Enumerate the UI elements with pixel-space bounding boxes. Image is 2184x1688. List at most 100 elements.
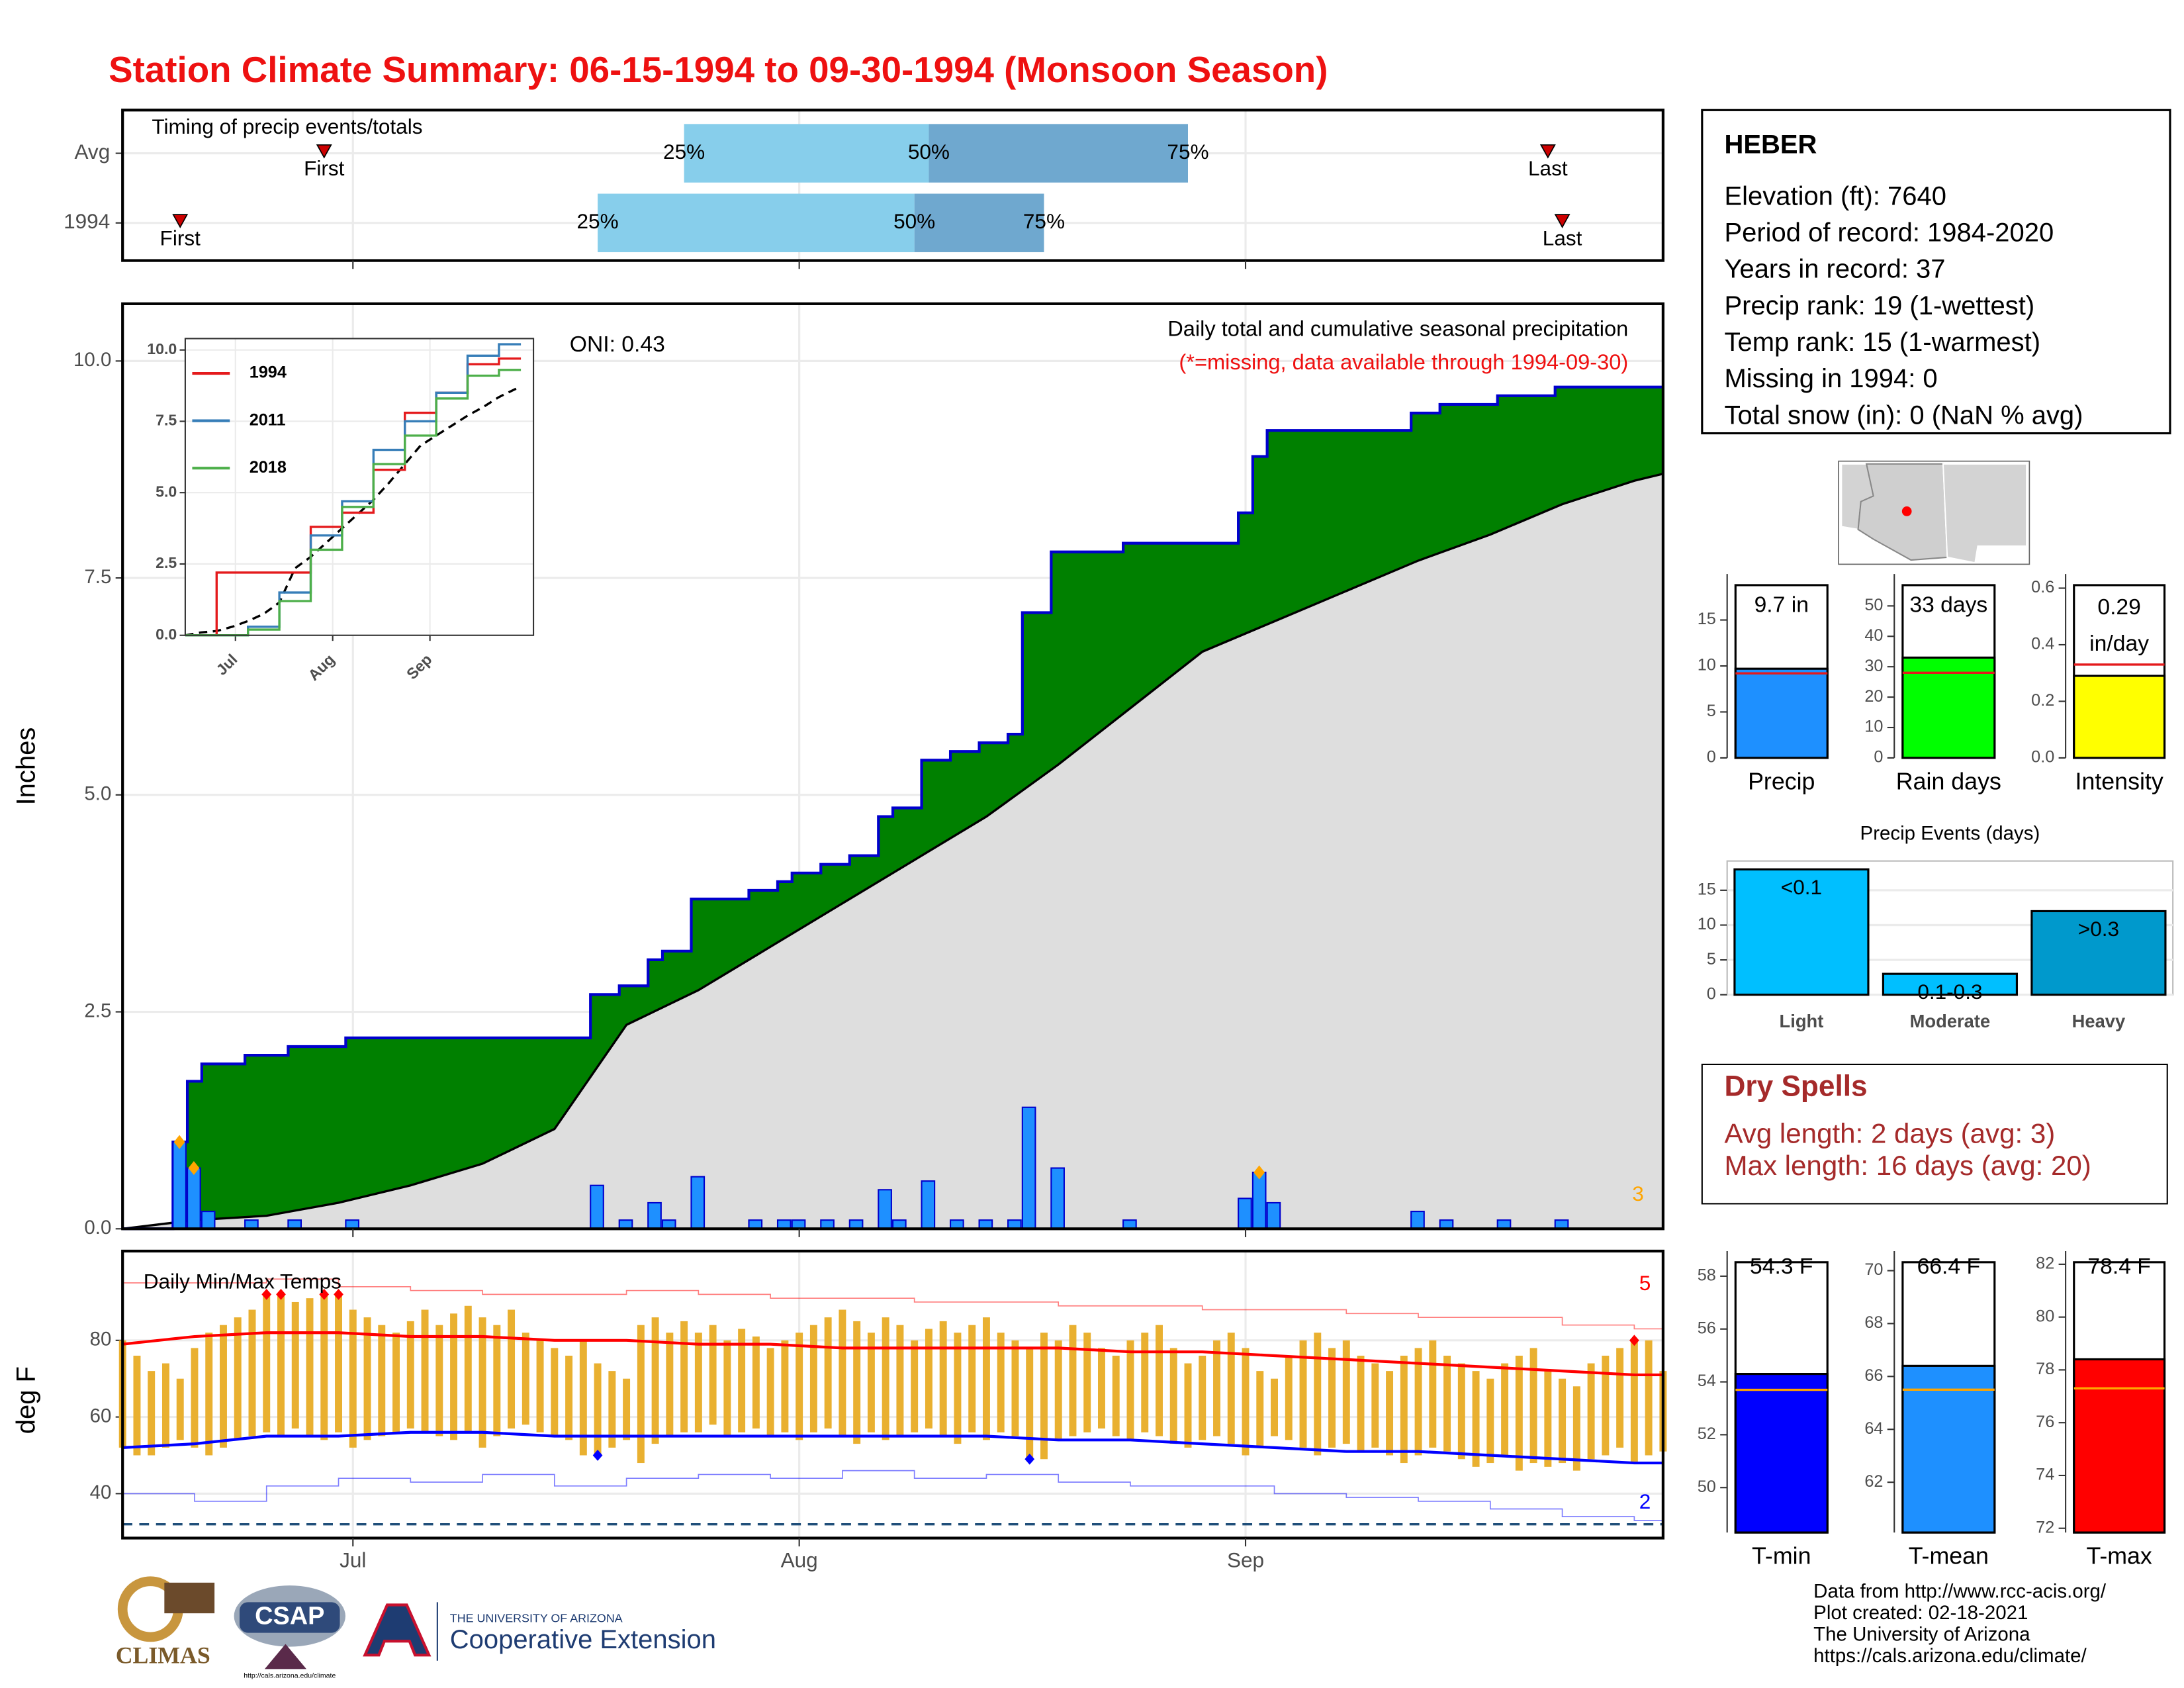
- legend-label: 2011: [250, 410, 286, 429]
- credits: Data from http://www.rcc-acis.org/Plot c…: [1813, 1580, 2107, 1667]
- y-tick-label: 54: [1698, 1372, 1716, 1390]
- record-low-count: 2: [1639, 1489, 1651, 1513]
- category-label: T-mean: [1909, 1542, 1989, 1569]
- bar-label: <0.1: [1781, 875, 1822, 899]
- quartile-bar: [929, 124, 1189, 183]
- quartile-label: 25%: [577, 209, 619, 233]
- category-label: T-min: [1752, 1542, 1811, 1569]
- y-tick-label: 15: [1698, 880, 1716, 899]
- credit-line: Plot created: 02-18-2021: [1813, 1602, 2028, 1624]
- temp-range-bar: [191, 1348, 199, 1448]
- temp-range-bar: [248, 1309, 256, 1436]
- y-tick-label: 80: [2036, 1307, 2054, 1325]
- bar: [2073, 1358, 2166, 1534]
- y-tick-label: 50: [1698, 1477, 1716, 1496]
- logos: CLIMAS CSAP http://cals.arizona.edu/clim…: [116, 1576, 716, 1680]
- y-tick-label: 52: [1698, 1425, 1716, 1443]
- y-tick-label: 5: [1707, 950, 1716, 968]
- daily-bar: [1251, 1172, 1267, 1230]
- bar-label: >0.3: [2078, 917, 2119, 941]
- panel-title: Daily total and cumulative seasonal prec…: [1167, 316, 1628, 340]
- temp-range-bar: [882, 1317, 889, 1440]
- temp-range-bar: [1616, 1348, 1624, 1448]
- temp-range-bar: [1429, 1340, 1437, 1448]
- bar: [1901, 1364, 1996, 1534]
- temp-range-bar: [435, 1325, 443, 1436]
- dry-spells-line: Max length: 16 days (avg: 20): [1724, 1150, 2091, 1181]
- ua-name: THE UNIVERSITY OF ARIZONA: [450, 1611, 623, 1624]
- y-tick-label: 0.4: [2031, 635, 2054, 653]
- daily-bar: [590, 1184, 604, 1230]
- temp-range-bar: [1227, 1333, 1235, 1444]
- temp-range-bar: [1314, 1333, 1322, 1456]
- y-tick-label: 1994: [64, 209, 110, 233]
- bar: [1882, 972, 2019, 996]
- value-label-box: 0.29 in/day: [2089, 596, 2150, 657]
- average-area: [122, 473, 1663, 1229]
- panel-note: (*=missing, data available through 1994-…: [1179, 350, 1628, 374]
- station-line: Elevation (ft): 7640: [1724, 181, 1946, 211]
- temp-range-bar: [709, 1325, 717, 1425]
- y-tick-label: 78: [2036, 1360, 2054, 1378]
- value-label: 78.4 F: [2087, 1254, 2150, 1279]
- quartile-label: 75%: [1023, 209, 1065, 233]
- y-tick-label: 10: [1698, 656, 1716, 675]
- temp-range-bar: [1011, 1340, 1019, 1436]
- y-tick-label: 68: [1864, 1313, 1883, 1332]
- temp-range-bar: [1559, 1378, 1567, 1464]
- value-label: 0.29 in/day: [2089, 596, 2150, 657]
- y-tick-label: 5.0: [84, 783, 111, 805]
- event-label: First: [160, 226, 201, 250]
- y-tick-label: 72: [2036, 1518, 2054, 1536]
- temp-range-bar: [853, 1321, 861, 1444]
- daily-bar: [690, 1176, 705, 1230]
- temp-range-bar: [1126, 1340, 1134, 1440]
- average-max-line: [122, 1331, 1663, 1377]
- csap-url: http://cals.arizona.edu/climate: [244, 1672, 336, 1680]
- temp-range-bar: [1400, 1355, 1408, 1464]
- temp-range-bar: [939, 1321, 947, 1436]
- y-tick-label: 5: [1707, 702, 1716, 720]
- record-low-marker: [592, 1450, 603, 1461]
- temp-range-bar: [1414, 1348, 1422, 1456]
- value-label: 66.4 F: [1917, 1254, 1980, 1279]
- quartile-bar: [914, 193, 1044, 252]
- credit-line: Data from http://www.rcc-acis.org/: [1813, 1580, 2107, 1602]
- temp-range-bar: [508, 1309, 516, 1429]
- inset-y-tick-label: 2.5: [156, 554, 177, 571]
- y-tick-label: 80: [90, 1329, 112, 1350]
- temp-range-bar: [234, 1317, 242, 1440]
- y-axis-title: Inches: [12, 727, 41, 806]
- temp-range-bar: [579, 1340, 587, 1456]
- credit-line: https://cals.arizona.edu/climate/: [1813, 1645, 2087, 1667]
- temp-range-bar: [1486, 1378, 1494, 1464]
- x-tick-label: Aug: [781, 1548, 818, 1572]
- temp-range-bar: [1443, 1355, 1451, 1452]
- y-tick-label: 62: [1864, 1472, 1883, 1491]
- temp-range-bar: [781, 1340, 789, 1432]
- temp-range-bar: [565, 1355, 573, 1440]
- temp-range-bar: [1098, 1348, 1105, 1429]
- inset-border: [184, 338, 535, 636]
- station-box: [1701, 109, 2171, 435]
- temp-range-bar: [666, 1333, 674, 1436]
- temp-range-bar: [363, 1317, 371, 1440]
- temp-range-bar: [766, 1348, 774, 1436]
- csap-badge: [239, 1602, 340, 1633]
- record-low-line: [122, 1470, 1664, 1521]
- temp-range-bar: [392, 1333, 400, 1432]
- temp-range-bar: [896, 1325, 904, 1436]
- temp-range-bar: [824, 1317, 832, 1429]
- map-region: [1942, 463, 2028, 564]
- event-marker: [316, 144, 332, 159]
- temp-range-bar: [954, 1333, 962, 1444]
- daily-bar: [1021, 1106, 1036, 1230]
- daily-bar: [187, 1167, 201, 1230]
- dry-spells-line: Avg length: 2 days (avg: 3): [1724, 1117, 2055, 1149]
- daily-bar: [921, 1180, 936, 1230]
- dry-spells-title: Dry Spells: [1724, 1070, 1867, 1102]
- y-tick-label: 10: [1864, 718, 1883, 736]
- quartile-label: 75%: [1167, 140, 1208, 164]
- flag-marker: [1253, 1165, 1265, 1180]
- bar: [2073, 675, 2166, 759]
